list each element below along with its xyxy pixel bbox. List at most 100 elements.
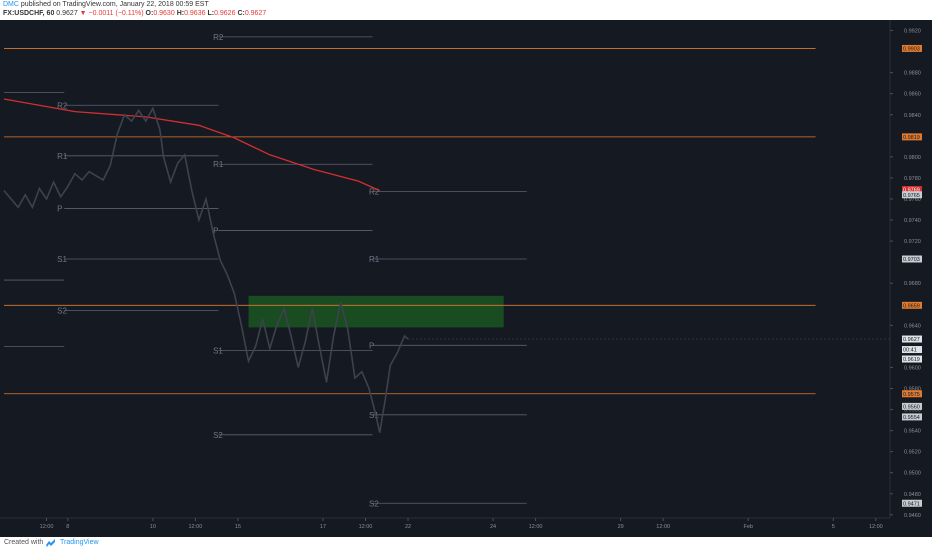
- x-tick-label: 5: [832, 524, 835, 530]
- price-label-tag: [902, 255, 922, 263]
- open-label: O:: [145, 10, 154, 17]
- high-value: 0.9636: [184, 10, 206, 17]
- price-label-tag: [902, 355, 922, 363]
- pivot-label: S2: [57, 307, 67, 316]
- x-tick-label: 12:00: [188, 524, 202, 530]
- y-tick-label: 0.9600: [904, 365, 921, 371]
- price-chart[interactable]: R2 R1 P S1 S2 R2 R1 P S1 S2 R2 R1 P S1 S2 0.9920 0.9880…: [0, 20, 932, 537]
- x-tick-label: 12:00: [359, 524, 373, 530]
- low-value: 0.9626: [214, 10, 236, 17]
- pivot-label: S1: [57, 255, 67, 264]
- pivot-label: R2: [369, 188, 380, 197]
- y-tick-label: 0.9720: [904, 239, 921, 245]
- x-tick-label: 12:00: [869, 524, 883, 530]
- price-label-text: 0.9903: [903, 46, 920, 52]
- price-label-tag: [902, 335, 922, 343]
- price-label-text: 0.9627: [903, 337, 920, 343]
- close-label: C:: [237, 10, 245, 17]
- pivot-points-layer: R2 R1 P S1 S2 R2 R1 P S1 S2 R2 R1 P S1 S2: [4, 33, 527, 508]
- price-line: [3, 106, 409, 433]
- price-label-tag: [902, 346, 922, 354]
- created-with-text: Created with: [4, 539, 44, 546]
- demand-zone-layer: [248, 295, 504, 328]
- price-label-text: 0.9769: [903, 188, 920, 194]
- low-label: L:: [207, 10, 215, 17]
- moving-average-layer: [3, 98, 380, 192]
- y-tick-label: 0.9880: [904, 71, 921, 77]
- price-label-tag: [902, 402, 922, 410]
- price-axis[interactable]: 0.9920 0.9880 0.9860 0.9840 0.9800 0.9780 0.97…: [889, 20, 932, 537]
- x-tick-label: 8: [66, 524, 69, 530]
- pivot-label: S2: [369, 499, 379, 508]
- pivot-label: R2: [57, 101, 68, 110]
- pivot-label: P: [213, 227, 218, 236]
- horizontal-level-layer: [4, 48, 816, 395]
- chart-header: DMC published on TradingView.com, Januar…: [0, 0, 932, 20]
- y-tick-label: 0.9740: [904, 218, 921, 224]
- x-tick-label: 10: [150, 524, 156, 530]
- y-tick-label: 0.9540: [904, 429, 921, 435]
- price-label-text: 0.9471: [903, 501, 920, 507]
- y-tick-label: 0.9920: [904, 29, 921, 35]
- price-label-tag: [902, 499, 922, 507]
- x-tick-label: 12:00: [40, 524, 54, 530]
- pivot-label: R1: [369, 255, 380, 264]
- pivot-label: S2: [213, 431, 223, 440]
- x-tick-label: 29: [618, 524, 624, 530]
- time-axis[interactable]: 12:00 8 10 12:00 15 17 12:00 22 24 12:00 29 12:00 Fe…: [0, 517, 890, 530]
- x-tick-label: 17: [320, 524, 326, 530]
- down-arrow-icon: ▼: [79, 10, 87, 17]
- tradingview-logo-icon[interactable]: [46, 539, 55, 547]
- price-axis-panel: [890, 20, 932, 537]
- y-tick-label: 0.9460: [904, 513, 921, 519]
- pivot-label: P: [369, 341, 374, 350]
- pivot-label: S1: [213, 347, 223, 356]
- demand-zone-rect: [248, 295, 504, 328]
- close-value: 0.9627: [244, 10, 267, 17]
- y-tick-label: 0.9780: [904, 176, 921, 182]
- x-tick-label: 24: [490, 524, 496, 530]
- price-label-text: 0.9554: [903, 415, 920, 421]
- pivot-label: R1: [213, 160, 224, 169]
- price-label-text: 0.9560: [903, 404, 920, 410]
- y-tick-label: 0.9520: [904, 450, 921, 456]
- price-label-text: 0.9819: [903, 135, 920, 141]
- price-label-text: 0.9703: [903, 257, 920, 263]
- y-tick-label: 0.9500: [904, 471, 921, 477]
- y-tick-label: 0.9760: [904, 197, 921, 203]
- price-label-text: 0.9765: [903, 193, 920, 199]
- symbol-line: FX:USDCHF, 60 0.9627 ▼ −0.0011 (−0.11%) …: [3, 10, 266, 17]
- price-label-text: 0.9575: [903, 392, 920, 398]
- x-tick-label: Feb: [743, 524, 752, 530]
- tradingview-brand-link[interactable]: TradingView: [60, 539, 99, 546]
- price-label-tag: [902, 191, 922, 199]
- price-series-layer: [3, 106, 890, 433]
- high-label: H:: [176, 10, 185, 17]
- y-tick-label: 0.9480: [904, 492, 921, 498]
- moving-average-line: [3, 98, 380, 192]
- pivot-label: S1: [369, 411, 379, 420]
- pivot-label: R2: [213, 33, 224, 42]
- price-change: −0.0011 (−0.11%): [88, 10, 144, 17]
- x-tick-label: 12:00: [656, 524, 670, 530]
- last-price: 0.9627: [56, 10, 78, 17]
- y-tick-label: 0.9580: [904, 386, 921, 392]
- author-link[interactable]: DMC: [3, 1, 19, 8]
- pivot-label: R1: [57, 152, 68, 161]
- y-tick-label: 0.9840: [904, 113, 921, 119]
- symbol-name: FX:USDCHF, 60: [3, 10, 55, 17]
- publish-line: DMC published on TradingView.com, Januar…: [3, 1, 209, 8]
- y-tick-label: 0.9680: [904, 281, 921, 287]
- price-label-tag: [902, 186, 922, 194]
- publish-info: published on TradingView.com, January 22…: [20, 1, 209, 8]
- price-label-tag: [902, 301, 922, 309]
- chart-area[interactable]: R2 R1 P S1 S2 R2 R1 P S1 S2 R2 R1 P S1 S2 0.9920 0.9880…: [0, 20, 932, 537]
- y-tick-label: 0.9860: [904, 92, 921, 98]
- x-tick-label: 12:00: [529, 524, 543, 530]
- price-label-tag: [902, 390, 922, 398]
- y-tick-label: 0.9560: [904, 408, 921, 414]
- price-label-tag: [902, 133, 922, 141]
- open-value: 0.9630: [153, 10, 175, 17]
- price-label-text: 0.9619: [903, 357, 920, 363]
- price-label-tag: [902, 44, 922, 52]
